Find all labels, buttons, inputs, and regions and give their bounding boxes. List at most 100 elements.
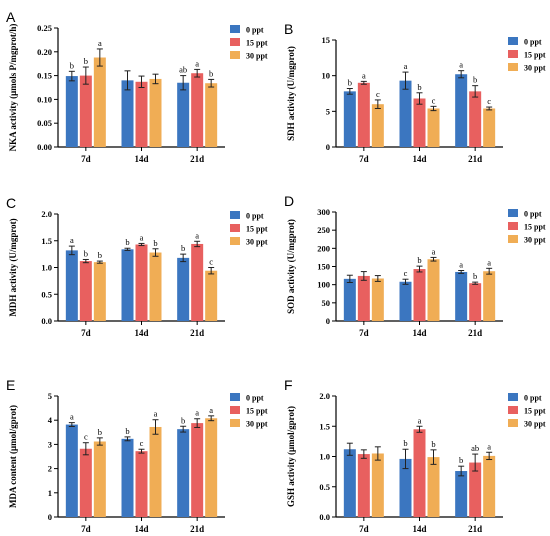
legend-label: 15 ppt [246, 225, 268, 234]
bar [79, 75, 92, 147]
bar [357, 275, 370, 321]
y-tick-label: 0 [48, 512, 52, 522]
significance-label: a [418, 415, 422, 425]
x-tick-label: 7d [81, 154, 91, 164]
bar [399, 458, 412, 517]
y-tick-label: 0.5 [319, 482, 330, 492]
y-tick-label: 1.5 [319, 421, 330, 431]
legend-label: 30 ppt [524, 64, 546, 73]
bar [343, 449, 356, 517]
legend-label: 0 ppt [246, 26, 264, 35]
significance-label: b [125, 426, 129, 436]
significance-label: a [487, 441, 491, 451]
legend-swatch [508, 235, 518, 243]
significance-label: c [487, 96, 491, 106]
legend-label: 0 ppt [524, 210, 542, 219]
bar [121, 80, 134, 147]
significance-label: b [153, 238, 157, 248]
y-tick-label: 10 [322, 71, 331, 81]
significance-label: b [70, 60, 74, 70]
significance-label: a [140, 232, 144, 242]
bar [413, 269, 426, 321]
y-tick-label: 300 [317, 207, 330, 217]
x-tick-label: 14d [412, 328, 426, 338]
y-tick-label: 1.5 [41, 236, 52, 246]
y-tick-label: 0.20 [37, 47, 52, 57]
bar [427, 457, 440, 517]
bar [483, 108, 496, 147]
bar [483, 455, 496, 517]
legend-swatch [508, 393, 518, 401]
y-axis-label: MDA content (μmol/gprot) [8, 405, 18, 508]
y-tick-label: 0.0 [41, 316, 52, 326]
x-tick-label: 7d [359, 524, 369, 534]
significance-label: a [195, 408, 199, 418]
bar [191, 243, 204, 321]
significance-label: b [459, 455, 463, 465]
legend-label: 30 ppt [246, 238, 268, 247]
significance-label: b [348, 78, 352, 88]
legend-label: 0 ppt [524, 38, 542, 47]
bar [79, 448, 92, 517]
significance-label: b [84, 248, 88, 258]
significance-label: b [417, 82, 421, 92]
x-tick-label: 21d [190, 524, 204, 534]
bar [427, 259, 440, 321]
y-tick-label: 150 [317, 262, 330, 272]
y-tick-label: 2 [48, 464, 52, 474]
x-tick-label: 21d [468, 524, 482, 534]
legend-swatch [230, 237, 240, 245]
bar [427, 108, 440, 147]
legend-swatch [508, 209, 518, 217]
y-axis-label: MDH activity (U/mgprot) [8, 218, 18, 316]
bar [65, 250, 78, 321]
y-tick-label: 100 [317, 280, 330, 290]
y-tick-label: 0 [326, 142, 330, 152]
legend-swatch [230, 211, 240, 219]
bar [121, 249, 134, 321]
y-tick-label: 1.0 [319, 452, 330, 462]
x-tick-label: 14d [134, 154, 148, 164]
bar [79, 261, 92, 321]
significance-label: b [98, 427, 102, 437]
significance-label: c [432, 95, 436, 105]
bar [65, 76, 78, 147]
x-tick-label: 14d [134, 524, 148, 534]
x-tick-label: 21d [190, 154, 204, 164]
bar [413, 98, 426, 147]
bar [177, 82, 190, 147]
significance-label: b [473, 75, 477, 85]
y-tick-label: 200 [317, 243, 330, 253]
y-tick-label: 0.10 [37, 94, 52, 104]
panel-letter: F [284, 377, 293, 393]
legend-swatch [230, 25, 240, 33]
x-tick-label: 14d [412, 154, 426, 164]
y-tick-label: 50 [322, 298, 331, 308]
significance-label: b [431, 439, 435, 449]
legend-swatch [230, 419, 240, 427]
significance-label: b [473, 271, 477, 281]
bar [93, 57, 106, 147]
legend-label: 15 ppt [246, 407, 268, 416]
x-tick-label: 21d [468, 154, 482, 164]
y-axis-label: NKA activity (μmols P/mgprot/h) [8, 24, 18, 152]
significance-label: a [195, 58, 199, 68]
panel-letter: A [6, 9, 16, 25]
bar [357, 82, 370, 147]
significance-label: b [98, 250, 102, 260]
legend-swatch [508, 406, 518, 414]
bar [149, 78, 162, 147]
y-axis-label: SDH activity (U/mgprot) [286, 46, 296, 141]
y-tick-label: 1 [48, 488, 52, 498]
legend-label: 0 ppt [246, 394, 264, 403]
bar [469, 283, 482, 321]
bar [93, 262, 106, 321]
significance-label: a [70, 235, 74, 245]
bar [205, 418, 218, 517]
y-tick-label: 5 [326, 106, 330, 116]
panel-letter: E [6, 377, 15, 393]
legend-label: 15 ppt [524, 51, 546, 60]
bar [371, 453, 384, 517]
legend-swatch [230, 51, 240, 59]
